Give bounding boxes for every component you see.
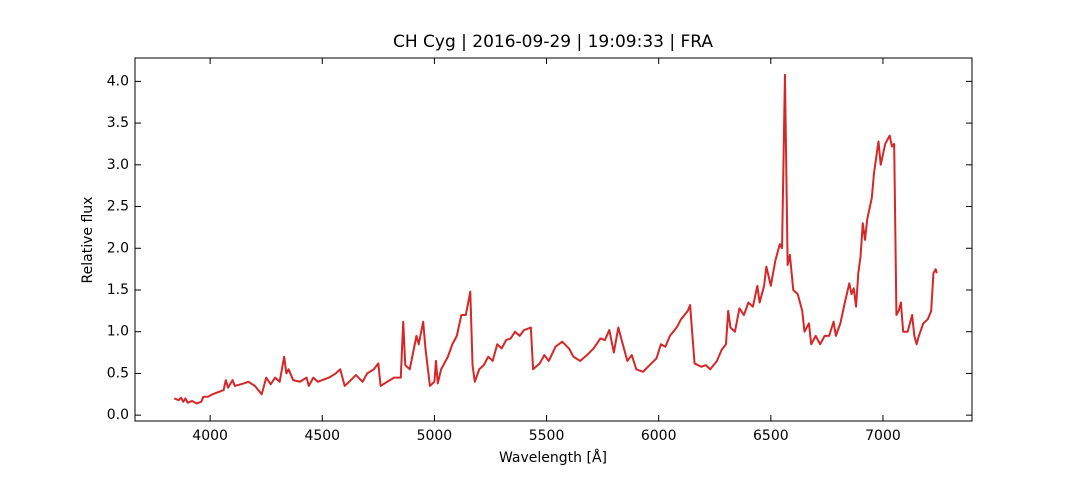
x-tick-label: 4500 bbox=[304, 428, 340, 444]
x-tick-label: 4000 bbox=[192, 428, 228, 444]
y-tick-label: 0.5 bbox=[107, 365, 129, 381]
y-tick-label: 4.0 bbox=[107, 73, 129, 89]
x-tick-label: 7000 bbox=[865, 428, 901, 444]
spectrum-line bbox=[173, 73, 938, 405]
y-tick-label: 3.0 bbox=[107, 157, 129, 173]
x-tick-label: 6500 bbox=[753, 428, 789, 444]
y-tick-label: 1.0 bbox=[107, 324, 129, 340]
plot-frame bbox=[134, 57, 973, 422]
chart-title: CH Cyg | 2016-09-29 | 19:09:33 | FRA bbox=[393, 32, 713, 52]
y-tick-label: 2.5 bbox=[107, 199, 129, 215]
x-axis-label: Wavelength [Å] bbox=[499, 449, 607, 466]
y-tick-label: 0.0 bbox=[107, 407, 129, 423]
y-tick-label: 3.5 bbox=[107, 115, 129, 131]
y-tick-label: 1.5 bbox=[107, 282, 129, 298]
x-tick-label: 6000 bbox=[641, 428, 677, 444]
x-tick-label: 5500 bbox=[529, 428, 565, 444]
y-tick-label: 2.0 bbox=[107, 240, 129, 256]
x-tick-label: 5000 bbox=[417, 428, 453, 444]
y-axis-label: Relative flux bbox=[80, 197, 96, 284]
